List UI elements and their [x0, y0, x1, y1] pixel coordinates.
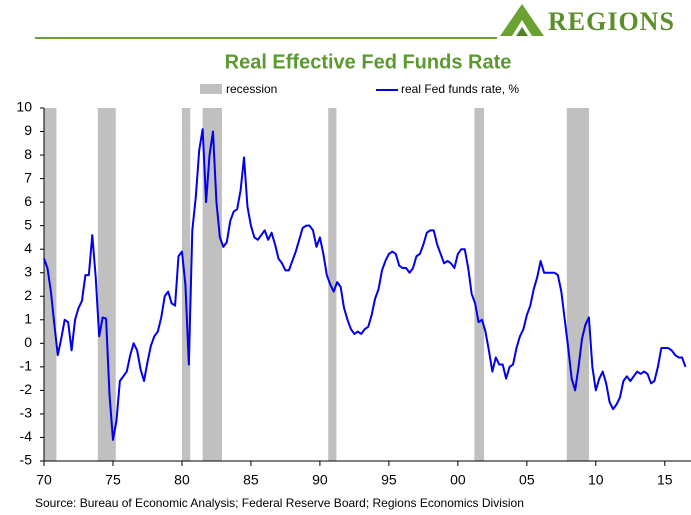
- x-tick-label: 95: [381, 472, 397, 488]
- legend-label: real Fed funds rate, %: [401, 82, 519, 96]
- y-tick-label: 2: [24, 287, 32, 303]
- recession-band: [474, 108, 485, 461]
- x-tick-label: 75: [105, 472, 121, 488]
- x-tick-label: 70: [36, 472, 52, 488]
- y-tick-label: 9: [24, 122, 32, 138]
- y-tick-label: -5: [20, 452, 33, 468]
- brand: REGIONS: [548, 7, 675, 36]
- recession-band: [97, 108, 116, 461]
- source-note: Source: Bureau of Economic Analysis; Fed…: [35, 496, 524, 510]
- y-tick-label: 1: [24, 311, 32, 327]
- x-tick-label: 90: [312, 472, 328, 488]
- y-tick-label: 10: [16, 99, 32, 115]
- y-tick-label: 0: [24, 334, 32, 350]
- y-tick-label: -1: [20, 358, 33, 374]
- logo-mark: [500, 4, 544, 36]
- x-tick-label: 10: [588, 472, 604, 488]
- legend-swatch: [200, 84, 222, 94]
- y-tick-label: 7: [24, 169, 32, 185]
- x-tick-label: 00: [450, 472, 466, 488]
- data-line: [43, 128, 687, 441]
- x-tick-label: 85: [243, 472, 259, 488]
- recession-band: [328, 108, 337, 461]
- y-tick-label: -2: [20, 381, 33, 397]
- chart-title: Real Effective Fed Funds Rate: [225, 51, 512, 73]
- y-tick-label: -4: [20, 428, 33, 444]
- recession-band: [566, 108, 589, 461]
- y-tick-label: 8: [24, 146, 32, 162]
- y-tick-label: 4: [24, 240, 32, 256]
- y-tick-label: 3: [24, 263, 32, 279]
- y-tick-label: 6: [24, 193, 32, 209]
- x-tick-label: 05: [519, 472, 535, 488]
- recession-band: [202, 108, 222, 461]
- legend-label: recession: [226, 82, 277, 96]
- x-tick-label: 15: [657, 472, 673, 488]
- x-tick-label: 80: [174, 472, 190, 488]
- y-tick-label: -3: [20, 405, 33, 421]
- y-tick-label: 5: [24, 216, 32, 232]
